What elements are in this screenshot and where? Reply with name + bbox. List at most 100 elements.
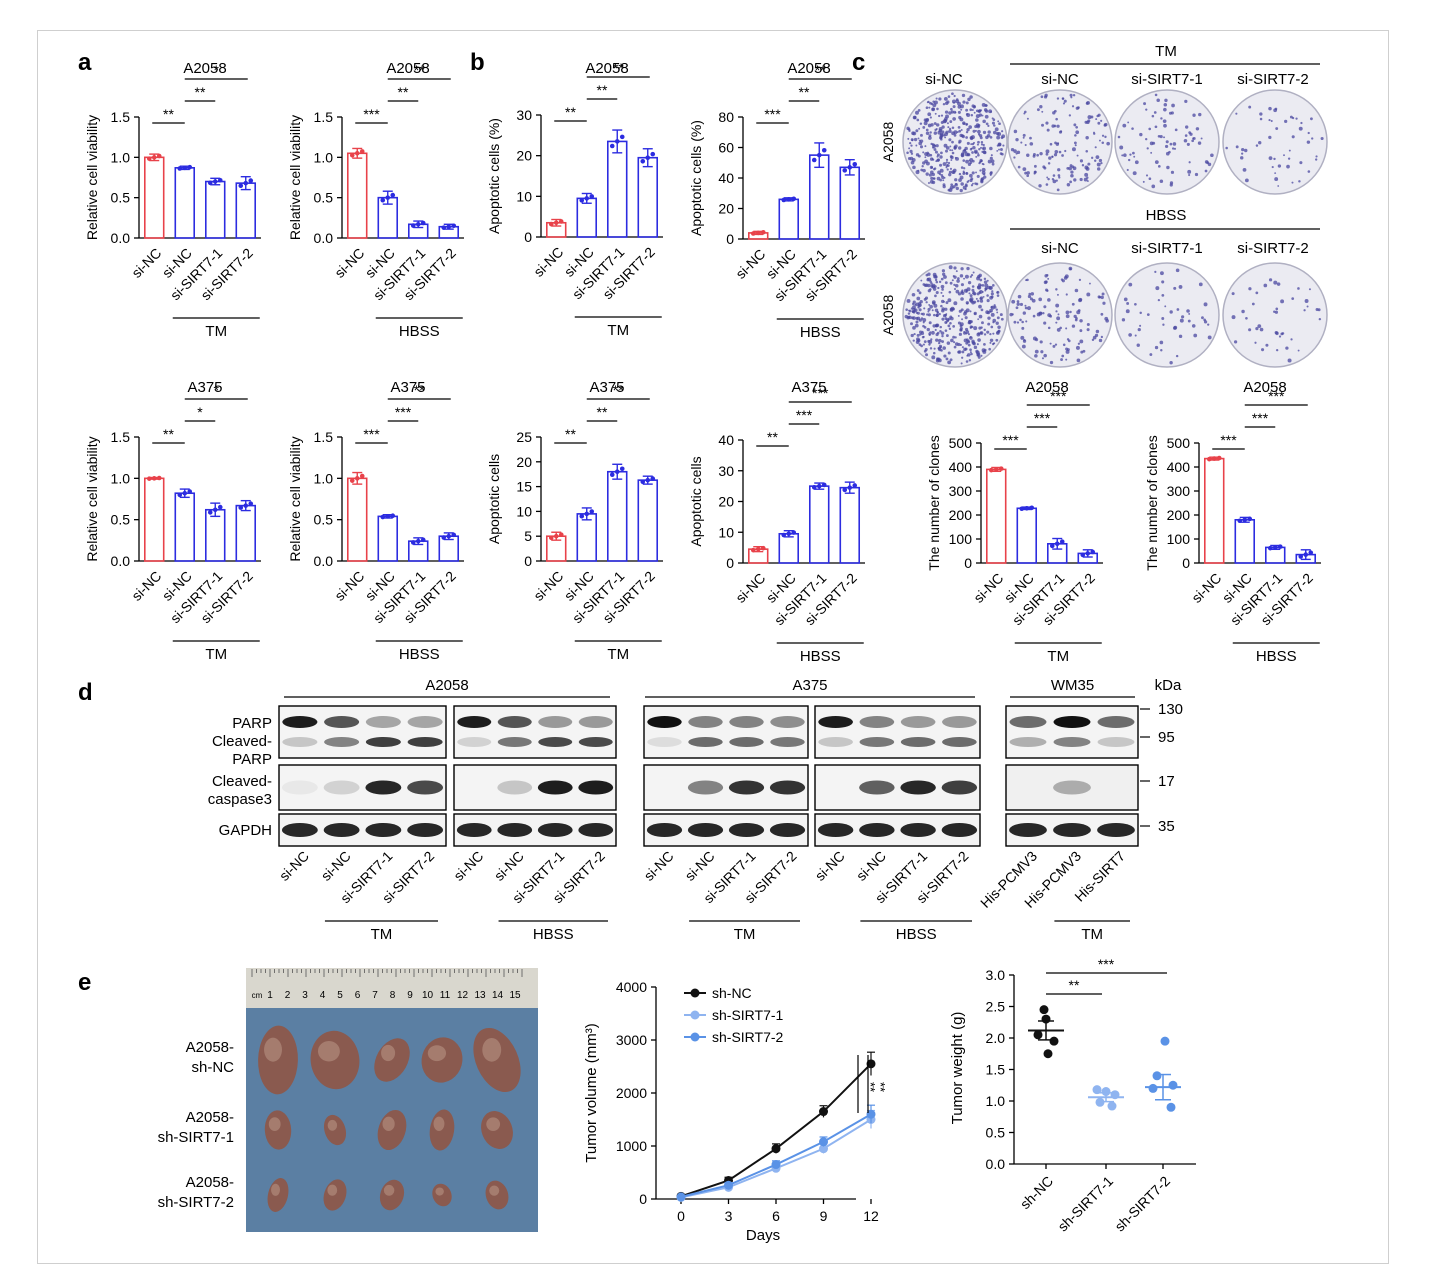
data-point (146, 476, 152, 481)
ruler-number: 9 (407, 990, 413, 1001)
colony (935, 338, 939, 342)
colony (1159, 135, 1163, 139)
colony (961, 350, 965, 354)
colony (1078, 297, 1083, 302)
colony (1127, 121, 1130, 124)
colony (969, 336, 972, 339)
colony (1084, 120, 1088, 124)
colony (1074, 318, 1078, 322)
colony (941, 175, 945, 180)
blot-band (859, 780, 895, 795)
data-point (390, 513, 396, 518)
colony (923, 307, 926, 310)
colony (975, 171, 978, 174)
y-tick-label: 0.5 (111, 512, 131, 528)
colony (970, 184, 974, 187)
y-tick-label: 0 (639, 1191, 647, 1207)
colony (906, 299, 911, 303)
colony (1074, 144, 1077, 147)
colony (945, 149, 948, 153)
colony-col-label: si-SIRT7-2 (1237, 71, 1308, 88)
data-point (676, 1192, 686, 1202)
colony (1093, 159, 1097, 162)
colony-col-label: si-NC (1041, 240, 1079, 257)
data-point (1267, 545, 1273, 551)
colony (943, 354, 947, 358)
colony (1259, 112, 1263, 116)
colony (969, 161, 973, 165)
colony (1081, 164, 1085, 167)
data-point (207, 180, 213, 186)
colony (1095, 329, 1100, 334)
colony (939, 325, 942, 329)
colony (924, 145, 927, 148)
colony (944, 132, 948, 137)
blot-group-title: A375 (792, 677, 827, 694)
colony (1175, 268, 1180, 273)
colony (989, 308, 993, 313)
data-point (771, 1144, 781, 1154)
colony (1075, 106, 1080, 110)
colony (948, 138, 952, 142)
blot-band (769, 823, 806, 837)
data-point (781, 197, 787, 203)
colony (923, 121, 928, 126)
colony (1131, 127, 1134, 130)
data-point (156, 153, 162, 159)
tumor-highlight (327, 1184, 338, 1196)
colony (1173, 286, 1177, 290)
colony (911, 158, 916, 162)
colony (970, 143, 973, 146)
colony (969, 351, 972, 354)
colony (958, 332, 962, 336)
colony (1126, 168, 1129, 172)
colony (1207, 162, 1212, 167)
colony (1258, 141, 1262, 145)
colony (960, 297, 964, 301)
colony (925, 172, 929, 176)
legend-label: sh-SIRT7-2 (712, 1029, 784, 1045)
data-point (451, 223, 457, 229)
data-point (177, 166, 183, 171)
colony (955, 186, 959, 191)
blot-band (407, 780, 444, 795)
colony (1164, 144, 1169, 149)
significance-label: ** (414, 382, 425, 398)
tumor-highlight (486, 1117, 501, 1131)
colony (955, 289, 960, 294)
significance-label: *** (1220, 432, 1237, 448)
colony (1043, 353, 1047, 358)
colony (953, 283, 956, 287)
bar (204, 508, 226, 562)
colony (1076, 154, 1079, 157)
colony (1100, 295, 1104, 300)
colony (1203, 320, 1208, 324)
colony (1069, 310, 1072, 314)
colony (1168, 111, 1172, 115)
colony (1047, 277, 1050, 280)
y-tick-label: 2.0 (986, 1030, 1006, 1046)
y-tick-label: 500 (949, 435, 973, 451)
colony (1079, 319, 1083, 323)
blot-band (728, 780, 765, 795)
colony (916, 289, 920, 292)
data-point (451, 532, 457, 538)
colony (945, 161, 948, 164)
colony (1074, 134, 1077, 137)
tumor-highlight (268, 1117, 281, 1131)
colony (1255, 291, 1259, 295)
colony (1086, 323, 1090, 327)
colony (931, 355, 936, 360)
panel-letter-d: d (78, 679, 93, 706)
colony (933, 144, 936, 147)
colony (1065, 310, 1070, 315)
colony (971, 288, 975, 292)
colony (1300, 121, 1303, 125)
y-axis-label: Apoptotic cells (%) (688, 120, 704, 236)
colony (1207, 335, 1212, 340)
colony (976, 125, 980, 129)
colony (1240, 156, 1244, 160)
colony (978, 304, 982, 309)
colony (1231, 315, 1236, 320)
